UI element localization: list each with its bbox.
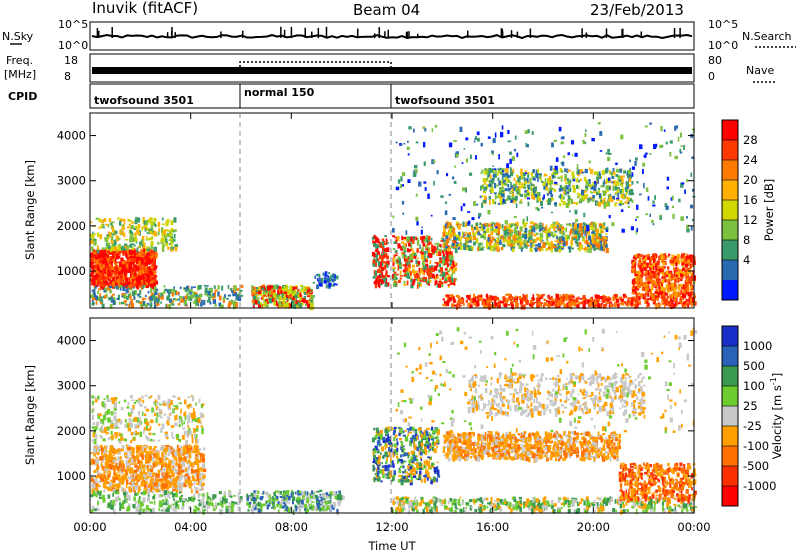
velocity-ylabel: Slant Range [km] [23,365,37,465]
freq-label: Freq. [6,54,33,67]
colorbar-tick-label: -500 [743,459,769,473]
colorbar-tick-label: 4 [743,253,750,267]
cpid-segment-2: normal 150 [244,86,315,99]
colorbar-tick-label: 20 [743,173,758,187]
colorbar-tick-label: -1000 [743,479,776,493]
velocity-colorbar-label: Velocity [m s-1] [769,373,784,460]
noise-spikes [96,26,681,38]
noise-right-tick-bottom: 10^0 [708,39,738,52]
x-tick-label: 04:00 [174,520,207,534]
velocity-x-axis: 00:00 04:00 08:00 12:00 16:00 20:00 00:00 [73,318,711,534]
colorbar-tick-label: 500 [743,359,765,373]
nsky-label: N.Sky [2,30,34,43]
noise-left-tick-top: 10^5 [58,18,88,31]
cpid-label: CPID [8,90,37,103]
colorbar-tick-label: -100 [743,439,769,453]
x-tick-label: 08:00 [275,520,308,534]
power-ylabel: Slant Range [km] [23,160,37,260]
noise-right-tick-top: 10^5 [708,18,738,31]
colorbar-tick-label: -25 [743,419,762,433]
power-panel: 1000 2000 3000 4000 Slant Range [km] [23,112,697,311]
colorbar-tick-label: 1000 [743,339,772,353]
power-colorbar-label: Power [dB] [762,179,776,242]
x-tick-label: 12:00 [375,520,408,534]
y-tick-label: 3000 [57,379,86,393]
station-title: Inuvik (fitACF) [92,0,198,17]
cpid-segment-1: twofsound 3501 [94,94,194,107]
nsearch-label: N.Search [742,30,792,43]
freq-left-tick-top: 18 [64,54,78,67]
colorbar-tick-label: 28 [743,133,758,147]
beam-title: Beam 04 [353,1,420,19]
y-tick-label: 1000 [57,469,86,483]
cpid-panel: CPID twofsound 3501 normal 150 twofsound… [8,83,695,109]
colorbar-tick-label: 25 [743,399,758,413]
freq-right-tick-top: 80 [708,54,722,67]
nave-label: Nave [746,64,774,77]
frequency-panel: Freq. [MHz] 18 8 80 0 Nave [4,53,775,83]
y-tick-label: 1000 [57,264,86,278]
power-y-axis: 1000 2000 3000 4000 [57,129,694,278]
velocity-panel: 1000 2000 3000 4000 00:00 04:00 08:00 12:00 16:… [23,317,711,553]
x-tick-label: 20:00 [577,520,610,534]
noise-panel: N.Sky N.Search 10^5 10^0 10^5 10^0 [2,18,796,52]
power-colorbar: 28 24 20 16 12 8 4 Power [dB] [721,119,776,301]
y-tick-label: 3000 [57,174,86,188]
power-x-axis [89,113,695,308]
y-tick-label: 2000 [57,219,86,233]
colorbar-tick-label: 24 [743,153,758,167]
power-data [90,122,697,311]
freq-left-tick-bottom: 8 [64,70,71,83]
y-tick-label: 4000 [57,334,86,348]
colorbar-tick-label: 8 [743,233,750,247]
colorbar-tick-label: 16 [743,193,758,207]
x-tick-label: 16:00 [476,520,509,534]
velocity-data [90,327,698,516]
colorbar-tick-label: 100 [743,379,765,393]
y-tick-label: 2000 [57,424,86,438]
noise-left-tick-bottom: 10^0 [58,39,88,52]
x-tick-label: 00:00 [73,520,106,534]
freq-unit-label: [MHz] [4,68,36,81]
colorbar-tick-label: 12 [743,213,758,227]
date-title: 23/Feb/2013 [590,1,684,19]
cpid-segment-3: twofsound 3501 [395,94,495,107]
freq-right-tick-bottom: 0 [708,70,715,83]
noise-sky-line [91,33,693,40]
time-axis-label: Time UT [367,539,416,553]
velocity-colorbar: 1000 500 100 25 -25 -100 -500 -1000 Velocity [m… [721,325,784,507]
y-tick-label: 4000 [57,129,86,143]
x-tick-label: 00:00 [677,520,710,534]
velocity-y-axis: 1000 2000 3000 4000 [57,334,694,483]
